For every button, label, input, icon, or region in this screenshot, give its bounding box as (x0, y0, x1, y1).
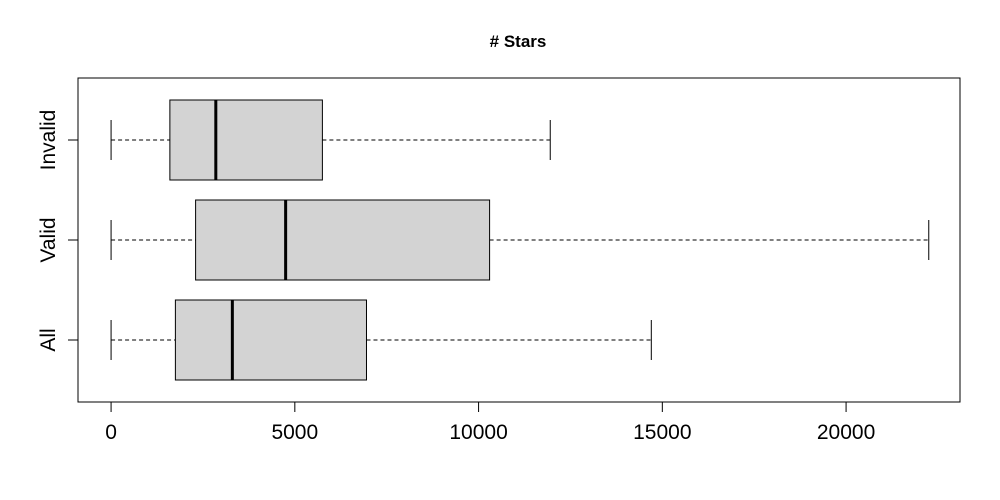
box-valid (195, 199, 491, 281)
y-category-label-invalid: Invalid (37, 110, 60, 171)
y-category-label-all: All (37, 328, 60, 351)
x-tick-label: 20000 (817, 421, 875, 444)
y-category-label-valid: Valid (37, 217, 60, 262)
box-group-valid (110, 199, 930, 281)
x-tick-label: 10000 (449, 421, 507, 444)
boxes-layer (110, 99, 930, 381)
y-axis: All Valid Invalid (37, 110, 79, 352)
box-group-all (110, 299, 652, 381)
box-invalid (169, 99, 323, 181)
x-tick-label: 0 (105, 421, 117, 444)
box-group-invalid (110, 99, 551, 181)
chart-title: # Stars (490, 32, 547, 51)
x-tick-label: 15000 (633, 421, 691, 444)
x-tick-label: 5000 (271, 421, 318, 444)
x-axis: 0 5000 10000 15000 20000 (105, 401, 875, 444)
box-all (174, 299, 367, 381)
